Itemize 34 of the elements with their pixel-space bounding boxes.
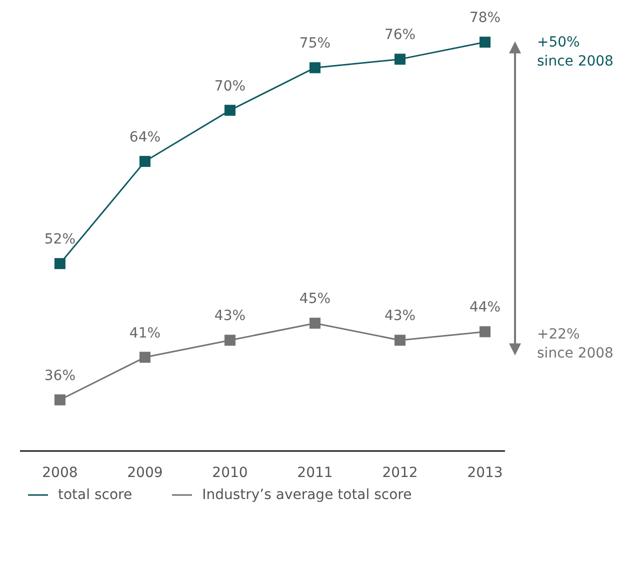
point xyxy=(394,334,406,346)
legend-label: total score xyxy=(58,487,132,503)
data-label: 76% xyxy=(384,27,416,44)
x-tick-label: 2009 xyxy=(127,464,163,481)
data-label: 43% xyxy=(384,308,416,324)
data-label: 64% xyxy=(129,129,161,146)
point xyxy=(394,54,406,65)
point xyxy=(309,62,320,74)
x-tick-label: 2008 xyxy=(42,464,78,481)
point xyxy=(54,394,66,406)
x-tick-label: 2011 xyxy=(297,464,333,481)
point xyxy=(224,334,236,346)
data-label: 70% xyxy=(214,78,246,94)
x-tick-label: 2013 xyxy=(467,464,503,481)
data-label: 44% xyxy=(469,300,501,316)
data-label: 43% xyxy=(214,308,246,324)
data-label: 36% xyxy=(44,368,76,384)
point xyxy=(139,352,150,363)
legend-label: Industry’s average total score xyxy=(202,487,412,503)
text: +50% since 2008 xyxy=(537,34,614,70)
x-tick-label: 2012 xyxy=(382,464,418,481)
data-label: 52% xyxy=(44,232,76,248)
data-label: 75% xyxy=(299,36,331,52)
point xyxy=(309,318,320,329)
point xyxy=(224,104,236,116)
x-tick-label: 2010 xyxy=(212,464,248,481)
data-label: 45% xyxy=(299,291,331,308)
data-label: 78% xyxy=(469,10,501,26)
text: +22% since 2008 xyxy=(537,326,614,362)
point xyxy=(480,326,491,338)
point xyxy=(480,36,491,48)
point xyxy=(54,258,66,270)
point xyxy=(139,156,150,167)
data-label: 41% xyxy=(129,325,161,342)
